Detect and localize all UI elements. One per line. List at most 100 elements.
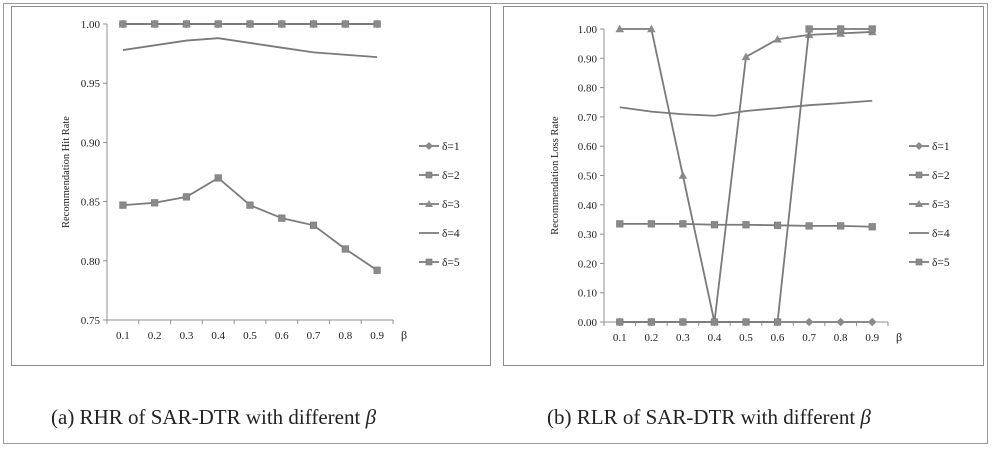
chart0-ytick-label: 0.85 <box>81 197 101 209</box>
chart0-series5-point <box>341 245 349 253</box>
chart1-series3-point <box>773 34 782 43</box>
chart1-ytick-label: 0.50 <box>578 171 598 183</box>
chart0-xtick-label: 0.1 <box>116 330 130 342</box>
chart1-series3-point <box>678 171 688 179</box>
chart0-series5-point <box>246 201 254 209</box>
chart1-ytick-label: 1.00 <box>578 24 598 36</box>
chart0-series3-point <box>118 19 128 28</box>
chart1-series1-point <box>804 317 814 327</box>
chart1-ytick-label: 0.60 <box>578 141 598 153</box>
chart0-series5-point <box>278 214 286 222</box>
chart1-series5-point <box>868 25 876 33</box>
chart1-series5-point <box>837 25 845 33</box>
chart0-series-line-4 <box>122 37 378 59</box>
chart0-xtick-label: 0.9 <box>370 330 384 342</box>
chart0-xtick-label: 0.4 <box>211 330 225 342</box>
chart1-legend-marker-3 <box>915 200 923 207</box>
chart1-xtick-label: 0.5 <box>739 332 753 344</box>
caption-rhr-text: (a) RHR of SAR-DTR with different <box>51 405 366 429</box>
rlr-chart: 0.000.100.200.300.400.500.600.700.800.90… <box>550 24 950 344</box>
chart0-ytick-label: 0.90 <box>81 137 101 149</box>
chart1-xtick-label: 0.1 <box>613 332 627 344</box>
chart1-ytick-label: 0.70 <box>578 112 598 124</box>
chart1-series-line-5 <box>619 28 873 323</box>
chart0-legend-label-4: δ=4 <box>442 228 460 240</box>
chart1-series5-point <box>742 318 750 326</box>
figure-frame <box>3 3 988 444</box>
chart1-series5-point <box>805 25 813 33</box>
chart0-legend-marker-3 <box>425 200 433 207</box>
chart1-xtick-label: 0.2 <box>644 332 658 344</box>
chart0-series3-point <box>182 19 191 28</box>
chart0-ytick-label: 0.75 <box>81 315 101 327</box>
chart1-series2-point <box>837 222 845 230</box>
chart0-xtick-label: 0.6 <box>275 330 289 342</box>
chart1-xtick-label: 0.8 <box>834 332 848 344</box>
chart1-series5-point <box>647 318 655 326</box>
chart1-series3-point <box>647 24 656 33</box>
chart1-legend-label-4: δ=4 <box>932 228 950 240</box>
chart1-series5-point <box>773 318 782 326</box>
chart1-y-axis-label: Recommendation Loss Rate <box>550 116 561 235</box>
chart0-xtick-label: 0.2 <box>148 330 162 342</box>
chart1-series1-point <box>867 317 877 327</box>
chart-panel-rlr: 0.00 0.10 0.20 0.30 0.40 0.50 0.60 0.70 0.80 0.90… <box>503 6 984 366</box>
chart1-series-line-4 <box>619 99 873 117</box>
chart0-series5-point <box>182 193 191 201</box>
chart1-legend-label-2: δ=2 <box>932 170 950 182</box>
chart0-series3-point <box>150 19 159 28</box>
chart0-ytick-label: 1.00 <box>81 19 101 31</box>
chart1-xtick-label: 0.4 <box>708 332 722 344</box>
chart0-series3-point <box>341 19 350 28</box>
chart1-series2-point <box>805 222 813 230</box>
chart0-series3-point <box>372 19 382 28</box>
chart1-x-axis-label: β <box>896 330 902 344</box>
chart0-legend-marker-5 <box>425 258 433 266</box>
chart1-legend-label-5: δ=5 <box>932 257 950 269</box>
chart0-series3-point <box>277 19 287 28</box>
chart1-ytick-label: 0.80 <box>578 83 598 95</box>
chart1-legend-label-3: δ=3 <box>932 199 950 211</box>
chart0-series3-point <box>245 19 255 28</box>
chart0-legend-label-1: δ=1 <box>442 141 460 153</box>
chart1-xtick-label: 0.9 <box>865 332 879 344</box>
chart1-series2-point <box>742 221 750 229</box>
chart0-legend-label-2: δ=2 <box>442 170 460 182</box>
chart0-series5-point <box>214 174 222 182</box>
chart1-series2-point <box>710 221 719 229</box>
rhr-chart: 0.75 0.80 0.85 0.90 0.95 1.00 0.1 0.2 0.3 0.4 0.5 0… <box>61 19 460 342</box>
chart1-series2-point <box>679 220 687 228</box>
caption-rhr-symbol: β <box>365 405 377 429</box>
chart0-xtick-label: 0.8 <box>338 330 352 342</box>
chart1-series2-point <box>868 223 876 231</box>
chart1-legend-label-1: δ=1 <box>932 141 950 153</box>
chart0-xtick-label: 0.7 <box>307 330 321 342</box>
chart1-ytick-label: 0.00 <box>578 317 598 329</box>
chart1-series5-point <box>710 318 719 326</box>
chart1-legend-marker-5 <box>915 258 923 266</box>
chart0-xtick-label: 0.3 <box>180 330 194 342</box>
chart1-ytick-label: 0.10 <box>578 288 598 300</box>
chart0-series5-point <box>151 199 159 207</box>
chart1-xtick-label: 0.6 <box>771 332 785 344</box>
chart0-legend-label-3: δ=3 <box>442 199 460 211</box>
chart0-series5-point <box>309 221 318 229</box>
chart0-ytick-label: 0.95 <box>81 78 101 90</box>
chart0-series3-point <box>309 19 318 28</box>
chart0-series-line-5 <box>122 176 378 272</box>
chart0-x-axis-label: β <box>401 328 407 342</box>
chart1-xtick-label: 0.7 <box>802 332 816 344</box>
chart1-series3-point <box>615 24 625 33</box>
chart0-legend-marker-2 <box>425 171 433 179</box>
chart1-legend-marker-1 <box>915 142 923 150</box>
chart0-ytick-label: 0.80 <box>81 256 101 268</box>
chart1-xtick-label: 0.3 <box>676 332 690 344</box>
chart1-series2-point <box>616 220 624 228</box>
chart1-series2-point <box>647 220 655 228</box>
chart0-series5-point <box>119 201 127 209</box>
chart1-ytick-label: 0.40 <box>578 200 598 212</box>
caption-rlr: (b) RLR of SAR-DTR with different β <box>547 405 871 430</box>
chart0-legend-label-5: δ=5 <box>442 257 460 269</box>
chart1-ytick-label: 0.30 <box>578 229 598 241</box>
chart1-series-line-3 <box>619 28 873 323</box>
